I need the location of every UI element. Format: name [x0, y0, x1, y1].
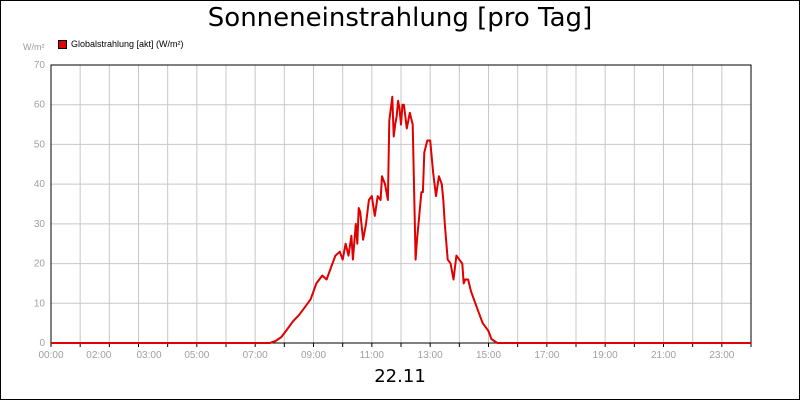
y-tick-label: 70: [34, 60, 46, 71]
plot-border: [50, 64, 752, 344]
x-tick-label: 21:00: [651, 350, 676, 361]
date-label: 22.11: [374, 366, 426, 387]
y-tick-label: 60: [34, 100, 46, 111]
y-axis-unit-label: W/m²: [23, 42, 45, 52]
y-tick-label: 50: [34, 139, 46, 150]
x-tick-label: 05:00: [184, 350, 209, 361]
y-tick-label: 20: [34, 259, 46, 270]
x-tick-label: 19:00: [593, 350, 618, 361]
x-tick-label: 03:00: [137, 350, 162, 361]
x-tick-label: 02:00: [86, 350, 111, 361]
x-tick-label: 23:00: [709, 350, 734, 361]
legend: Globalstrahlung [akt] (W/m²): [58, 39, 184, 49]
x-tick-label: 15:00: [476, 350, 501, 361]
x-tick-label: 11:00: [360, 350, 385, 361]
x-tick-label: 00:00: [38, 350, 63, 361]
series-line: [51, 95, 751, 344]
legend-label: Globalstrahlung [akt] (W/m²): [71, 39, 184, 49]
y-tick-label: 30: [34, 219, 46, 230]
x-tick-label: 17:00: [534, 350, 559, 361]
y-tick-label: 10: [34, 298, 46, 309]
x-tick-label: 07:00: [243, 350, 268, 361]
y-tick-label: 0: [39, 338, 45, 349]
legend-swatch: [58, 39, 67, 49]
x-tick-label: 09:00: [301, 350, 326, 361]
y-tick-label: 40: [34, 179, 46, 190]
chart-title: Sonneneinstrahlung [pro Tag]: [207, 3, 593, 33]
x-tick-label: 13:00: [418, 350, 443, 361]
